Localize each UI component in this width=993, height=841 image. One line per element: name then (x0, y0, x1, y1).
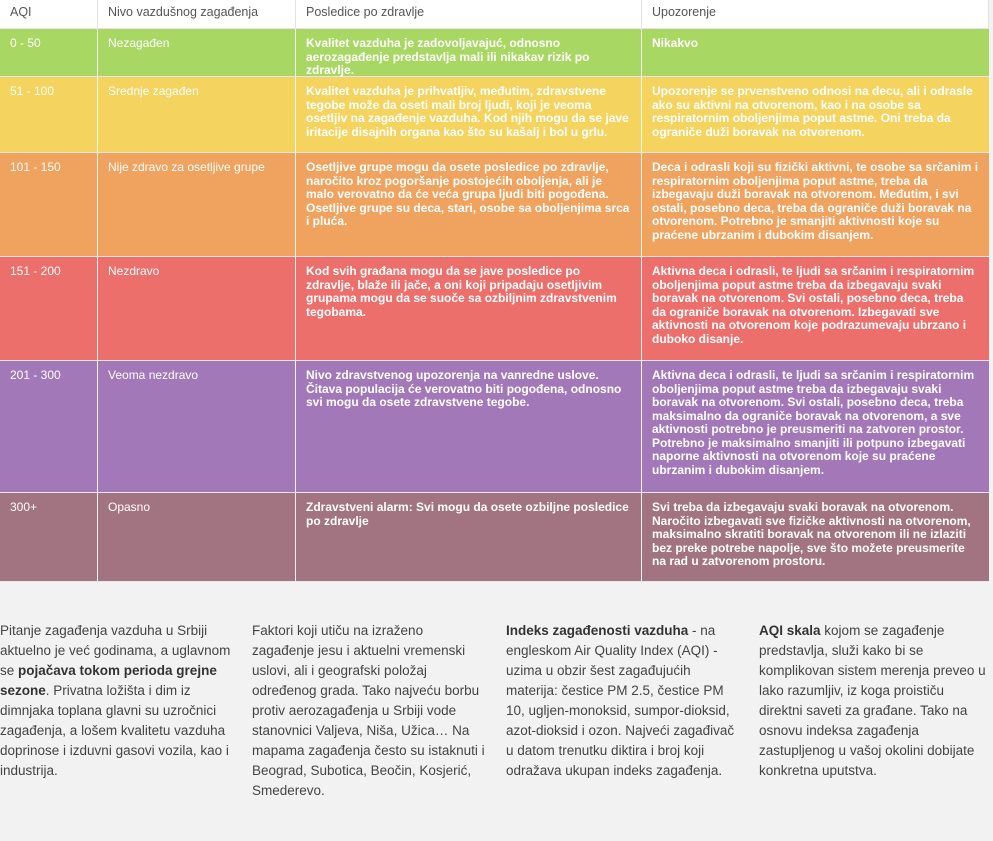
intro-emphasis: pojačava tokom perioda grejne sezone (0, 663, 217, 698)
pollution-level: Veoma nezdravo (98, 361, 296, 492)
aqi-range: 51 - 100 (0, 77, 98, 152)
warning-text: Aktivna deca i odrasli, te ljudi sa srča… (652, 264, 975, 346)
aqi-range: 151 - 200 (0, 257, 98, 360)
health-effects: Kod svih građana mogu da se jave posledi… (296, 257, 642, 360)
aqi-range: 201 - 300 (0, 361, 98, 492)
header-effects: Posledice po zdravlje (296, 0, 642, 28)
intro-text: . Privatna ložišta i dim iz dimnjaka top… (0, 683, 229, 778)
intro-text: kojom se zagađenje predstavlja, služi ka… (759, 623, 986, 778)
table-row: 101 - 150 Nije zdravo za osetljive grupe… (0, 153, 989, 257)
pollution-level: Srednje zagađen (98, 77, 296, 152)
table-header-row: AQI Nivo vazdušnog zagađenja Posledice p… (0, 0, 989, 29)
intro-column-3: Indeks zagađenosti vazduha - na englesko… (506, 621, 740, 781)
intro-text: Pitanje zagađenja vazduha u Srbiji aktue… (0, 623, 231, 678)
pollution-level: Nezagađen (98, 29, 296, 76)
aqi-range: 101 - 150 (0, 153, 98, 256)
table-row: 300+ Opasno Zdravstveni alarm: Svi mogu … (0, 493, 989, 582)
intro-text: - na engleskom Air Quality Index (AQI) -… (506, 623, 735, 778)
header-warning: Upozorenje (642, 0, 989, 28)
header-aqi: AQI (0, 0, 98, 28)
health-effects: Kvalitet vazduha je prihvatljiv, međutim… (296, 77, 642, 152)
table-row: 51 - 100 Srednje zagađen Kvalitet vazduh… (0, 77, 989, 153)
table-row: 201 - 300 Veoma nezdravo Nivo zdravstven… (0, 361, 989, 493)
warning-text: Svi treba da izbegavaju svaki boravak na… (652, 500, 971, 568)
intro-text: Faktori koji utiču na izraženo zagađenje… (252, 623, 485, 798)
health-effects: Nivo zdravstvenog upozorenja na vanredne… (296, 361, 642, 492)
table-row: 0 - 50 Nezagađen Kvalitet vazduha je zad… (0, 29, 989, 77)
warning-text: Deca i odrasli koji su fizički aktivni, … (652, 160, 979, 242)
warning-text: Nikakvo (652, 36, 699, 50)
table-row: 151 - 200 Nezdravo Kod svih građana mogu… (0, 257, 989, 361)
pollution-level: Nije zdravo za osetljive grupe (98, 153, 296, 256)
aqi-table: AQI Nivo vazdušnog zagađenja Posledice p… (0, 0, 989, 582)
health-effects: Kvalitet vazduha je zadovoljavajuć, odno… (296, 29, 642, 77)
aqi-range: 0 - 50 (0, 29, 98, 76)
intro-emphasis: Indeks zagađenosti vazduha (506, 623, 689, 638)
warning-text: Upozorenje se prvenstveno odnosi na decu… (652, 84, 973, 139)
aqi-range: 300+ (0, 493, 98, 581)
intro-column-2: Faktori koji utiču na izraženo zagađenje… (252, 621, 486, 801)
header-level: Nivo vazdušnog zagađenja (98, 0, 296, 28)
intro-column-4: AQI skala kojom se zagađenje predstavlja… (759, 621, 991, 781)
health-effects: Zdravstveni alarm: Svi mogu da osete ozb… (296, 493, 642, 581)
intro-emphasis: AQI skala (759, 623, 821, 638)
pollution-level: Opasno (98, 493, 296, 581)
health-effects: Osetljive grupe mogu da osete posledice … (296, 153, 642, 256)
pollution-level: Nezdravo (98, 257, 296, 360)
warning-text: Aktivna deca i odrasli, te ljudi sa srča… (652, 368, 975, 477)
intro-column-1: Pitanje zagađenja vazduha u Srbiji aktue… (0, 621, 232, 781)
